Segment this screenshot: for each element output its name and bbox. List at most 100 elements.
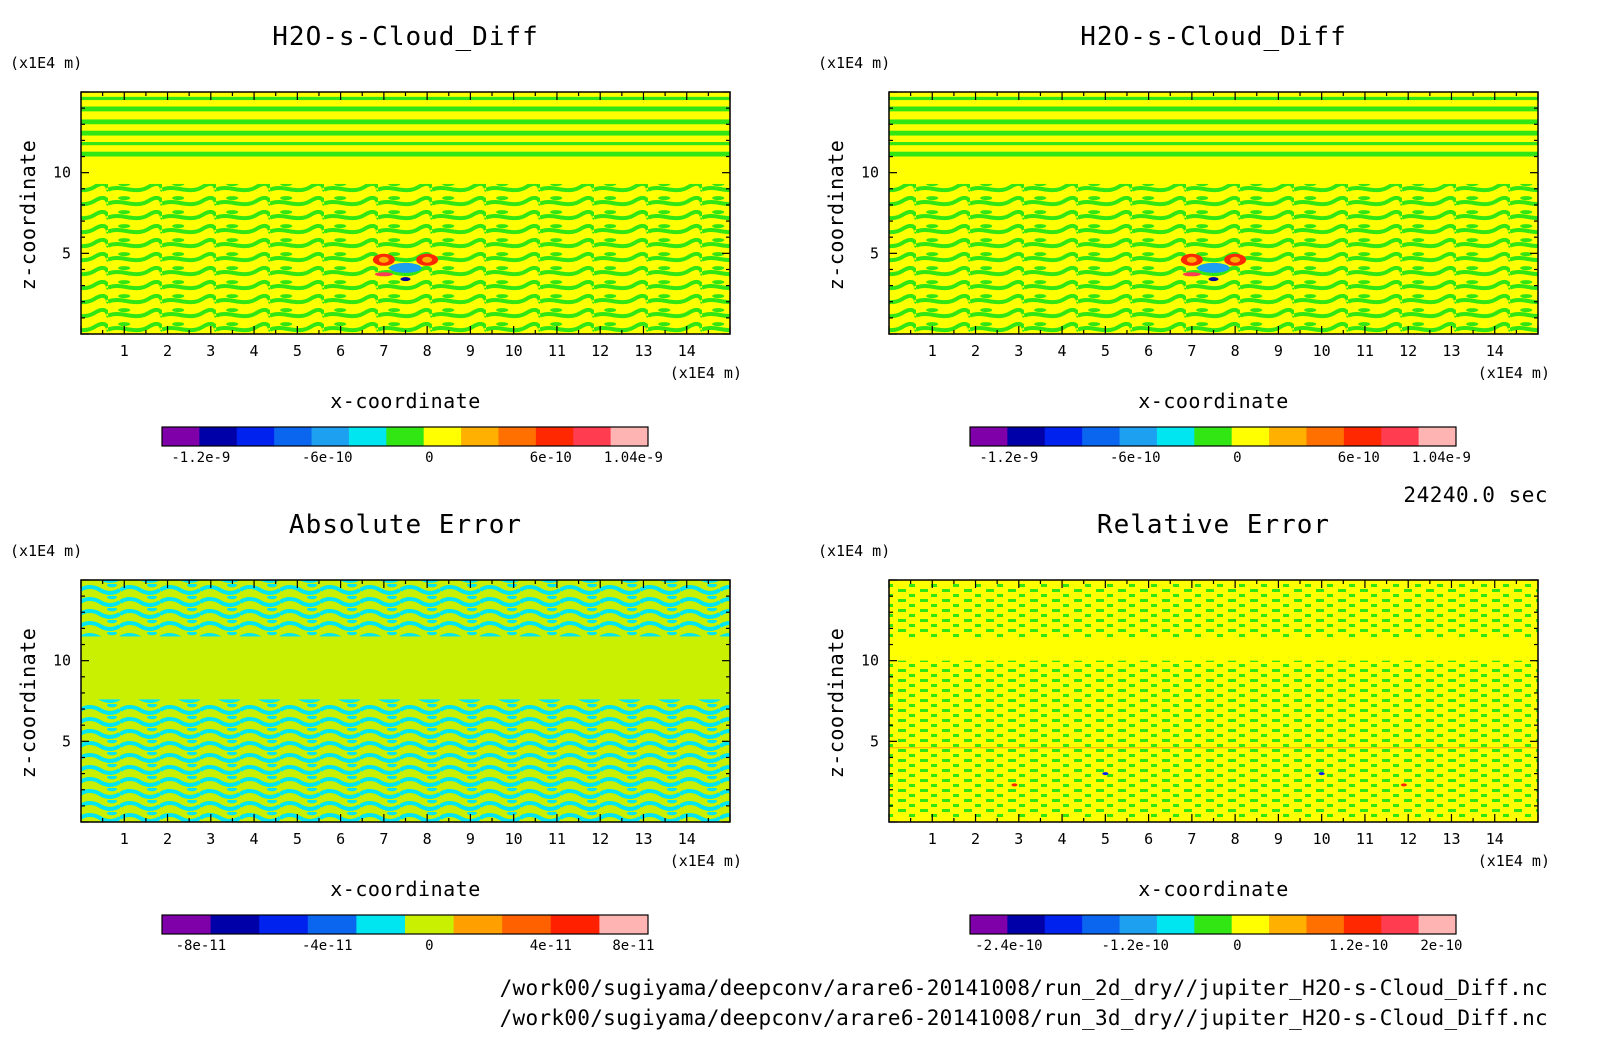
- x-tick-label: 4: [250, 830, 259, 848]
- x-tick-label: 2: [971, 830, 980, 848]
- colorbar-tick-label: 0: [425, 450, 433, 466]
- colorbar-swatch: [550, 915, 600, 934]
- x-tick-label: 5: [1101, 830, 1110, 848]
- x-tick-label: 11: [1356, 830, 1374, 848]
- colorbar-swatch: [236, 427, 275, 446]
- colorbar-swatch: [199, 427, 238, 446]
- colorbar-swatch: [423, 427, 462, 446]
- x-tick-label: 8: [1231, 342, 1240, 360]
- colorbar-swatch: [348, 427, 387, 446]
- y-tick-label: 5: [62, 244, 71, 262]
- y-unit-label: (x1E4 m): [818, 54, 890, 72]
- colorbar-swatch: [535, 427, 574, 446]
- colorbar-swatch: [1306, 427, 1345, 446]
- colorbar-tick-label: 0: [425, 938, 433, 954]
- colorbar-swatch: [1044, 427, 1083, 446]
- colorbar-frame: [161, 426, 649, 447]
- colorbar-swatch: [1194, 915, 1233, 934]
- x-tick-label: 2: [971, 342, 980, 360]
- y-tick-label: 10: [861, 652, 879, 670]
- chart-panel-2: H2O-s-Cloud_Diff(x1E4 m)1 2 3 4 5 6 7 8 9 10 11 12 1…: [818, 22, 1550, 466]
- chart-panel-3: Absolute Error(x1E4 m)1 2 3 4 5 6 7 8 9 10 11 12 13 1…: [10, 510, 742, 954]
- x-tick-label: 6: [336, 830, 345, 848]
- x-tick-label: 6: [336, 342, 345, 360]
- y-axis-label: z-coordinate: [16, 140, 40, 291]
- colorbar-tick-label: 0: [1233, 450, 1241, 466]
- colorbar-swatch: [1007, 427, 1046, 446]
- x-unit-label: (x1E4 m): [670, 852, 742, 870]
- colorbar-swatch: [453, 915, 503, 934]
- chart-title: Relative Error: [1097, 510, 1330, 540]
- x-tick-label: 8: [423, 342, 432, 360]
- colorbar-tick-label: 8e-11: [612, 938, 654, 954]
- colorbar-swatch: [1231, 427, 1270, 446]
- file-path-line-1: /work00/sugiyama/deepconv/arare6-2014100…: [500, 976, 1548, 1000]
- x-tick-label: 3: [206, 342, 215, 360]
- x-tick-label: 13: [1442, 830, 1460, 848]
- x-tick-label: 10: [505, 342, 523, 360]
- colorbar-tick-label: -6e-10: [302, 450, 353, 466]
- colorbar-swatch: [1343, 427, 1382, 446]
- colorbar-swatch: [610, 427, 649, 446]
- colorbar-swatch: [1156, 915, 1195, 934]
- x-tick-label: 8: [1231, 830, 1240, 848]
- x-tick-label: 14: [1486, 342, 1504, 360]
- x-tick-label: 11: [1356, 342, 1374, 360]
- x-axis-label: x-coordinate: [1138, 877, 1289, 901]
- chart-panel-1: H2O-s-Cloud_Diff(x1E4 m)1 2 3 4 5 6 7 8 9 10 11 12 1…: [10, 22, 742, 466]
- x-tick-label: 1: [928, 830, 937, 848]
- y-axis-label: z-coordinate: [824, 628, 848, 779]
- x-axis-label: x-coordinate: [330, 877, 481, 901]
- x-tick-label: 12: [591, 830, 609, 848]
- heatmap-field: [889, 580, 1538, 822]
- y-tick-label: 5: [62, 732, 71, 750]
- x-tick-label: 14: [678, 342, 696, 360]
- x-tick-label: 7: [379, 342, 388, 360]
- x-tick-label: 1: [120, 830, 129, 848]
- colorbar-tick-label: 4e-11: [530, 938, 572, 954]
- x-tick-label: 2: [163, 830, 172, 848]
- x-tick-label: 7: [379, 830, 388, 848]
- x-tick-label: 5: [1101, 342, 1110, 360]
- heatmap-field: [81, 92, 730, 334]
- x-tick-label: 14: [1486, 830, 1504, 848]
- x-tick-label: 10: [1313, 342, 1331, 360]
- colorbar-swatch: [1194, 427, 1233, 446]
- x-axis-label: x-coordinate: [1138, 389, 1289, 413]
- colorbar-tick-label: -1.2e-9: [979, 450, 1038, 466]
- colorbar-swatch: [1381, 427, 1420, 446]
- x-tick-label: 2: [163, 342, 172, 360]
- x-tick-label: 3: [206, 830, 215, 848]
- x-tick-label: 9: [1274, 830, 1283, 848]
- colorbar-swatch: [1082, 427, 1121, 446]
- colorbar-swatch: [1119, 915, 1158, 934]
- heatmap-field: [889, 92, 1538, 334]
- colorbar-tick-label: -8e-11: [176, 938, 227, 954]
- x-tick-label: 4: [250, 342, 259, 360]
- colorbar-swatch: [1343, 915, 1382, 934]
- x-tick-label: 10: [1313, 830, 1331, 848]
- x-tick-label: 14: [678, 830, 696, 848]
- colorbar-tick-label: -2.4e-10: [975, 938, 1042, 954]
- colorbar-tick-label: -1.2e-10: [1102, 938, 1169, 954]
- colorbar-swatch: [162, 427, 200, 446]
- x-tick-label: 6: [1144, 342, 1153, 360]
- colorbar-tick-label: -1.2e-9: [171, 450, 230, 466]
- colorbar-swatch: [1044, 915, 1083, 934]
- x-tick-label: 7: [1187, 830, 1196, 848]
- colorbar-tick-label: -4e-11: [302, 938, 353, 954]
- x-unit-label: (x1E4 m): [1478, 364, 1550, 382]
- colorbar-swatch: [1007, 915, 1046, 934]
- x-tick-label: 8: [423, 830, 432, 848]
- colorbar-swatch: [307, 915, 357, 934]
- colorbar-swatch: [1082, 915, 1121, 934]
- y-unit-label: (x1E4 m): [10, 54, 82, 72]
- colorbar-swatch: [259, 915, 309, 934]
- x-tick-label: 6: [1144, 830, 1153, 848]
- colorbar-swatch: [386, 427, 425, 446]
- x-tick-label: 7: [1187, 342, 1196, 360]
- x-tick-label: 4: [1058, 830, 1067, 848]
- x-tick-label: 5: [293, 830, 302, 848]
- x-tick-label: 11: [548, 830, 566, 848]
